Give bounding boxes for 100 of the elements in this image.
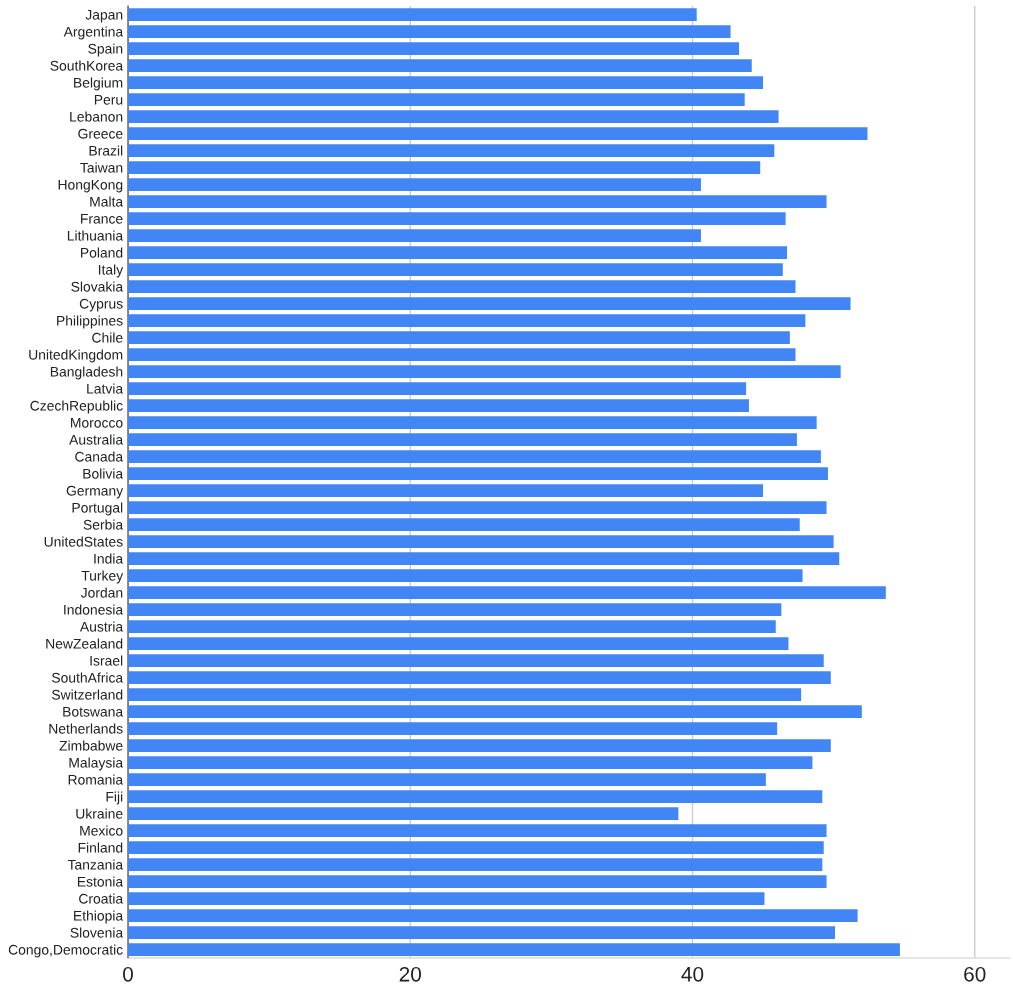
bar: [128, 416, 817, 429]
y-tick-label: Poland: [81, 247, 123, 258]
bar: [128, 93, 745, 106]
y-tick-label: Croatia: [79, 893, 124, 904]
bar: [128, 569, 803, 582]
y-tick-label: Mexico: [80, 825, 123, 836]
bar: [128, 858, 823, 871]
y-tick-label: Latvia: [87, 383, 124, 394]
y-tick-label: Greece: [78, 128, 123, 139]
y-tick-label: Philippines: [57, 315, 123, 329]
y-tick-label: HongKong: [58, 179, 123, 193]
x-tick-label: 40: [681, 966, 704, 982]
y-tick-label: Peru: [94, 94, 123, 105]
y-tick-label: Switzerland: [51, 689, 123, 700]
y-tick-label: Botswana: [63, 706, 124, 717]
y-tick-label: SouthKorea: [50, 60, 124, 71]
bar: [128, 127, 868, 140]
bar: [128, 161, 761, 174]
y-tick-label: UnitedKingdom: [29, 349, 123, 363]
y-tick-label: Slovenia: [70, 927, 124, 938]
x-tick-label: 20: [399, 966, 422, 982]
bar: [128, 535, 834, 548]
y-tick-label: Chile: [92, 332, 123, 343]
y-tick-label: India: [94, 553, 124, 564]
y-tick-label: Bangladesh: [50, 366, 123, 380]
bar: [128, 382, 747, 395]
bar: [128, 229, 701, 242]
bar: [128, 280, 796, 293]
bar: [128, 25, 731, 38]
bar: [128, 909, 858, 922]
bar: [128, 943, 900, 956]
bar: [128, 705, 862, 718]
y-tick-label: Argentina: [63, 26, 124, 40]
bar: [128, 348, 796, 361]
bar: [128, 807, 679, 820]
bar: [128, 331, 790, 344]
bar: [128, 110, 779, 123]
y-tick-label: Ethiopia: [74, 910, 124, 924]
bar: [128, 739, 831, 752]
bar: [128, 8, 697, 21]
bar: [128, 450, 821, 463]
x-tick-label: 0: [123, 966, 133, 982]
bar: [128, 875, 827, 888]
bar: [128, 467, 828, 480]
bar: [128, 586, 886, 599]
bar: [128, 365, 841, 378]
y-tick-label: Bolivia: [83, 468, 124, 479]
y-tick-label: Zimbabwe: [59, 740, 123, 751]
bar: [128, 790, 823, 803]
y-tick-label: Spain: [88, 43, 123, 57]
bar: [128, 518, 800, 531]
y-tick-label: SouthAfrica: [51, 672, 124, 683]
y-tick-label: Germany: [66, 485, 124, 499]
bar: [128, 399, 749, 412]
bar: [128, 841, 824, 854]
bar: [128, 722, 778, 735]
y-tick-label: Turkey: [81, 570, 124, 584]
bar: [128, 144, 775, 157]
bar: [128, 195, 827, 208]
bar: [128, 637, 789, 650]
bar: [128, 824, 827, 837]
y-tick-label: Slovakia: [71, 281, 124, 292]
y-tick-label: Cyprus: [79, 298, 123, 312]
y-tick-label: Ukraine: [76, 808, 123, 819]
bar: [128, 603, 782, 616]
bar: [128, 433, 797, 446]
y-tick-label: Belgium: [74, 77, 123, 91]
bar: [128, 501, 827, 514]
y-tick-label: Canada: [75, 451, 124, 462]
bar: [128, 297, 851, 310]
y-tick-label: Indonesia: [64, 604, 124, 615]
y-tick-label: Austria: [79, 621, 124, 632]
y-tick-label: Morocco: [71, 417, 123, 428]
bar: [128, 926, 836, 939]
bar: [128, 178, 701, 191]
x-tick-label: 60: [964, 966, 986, 982]
bar: [128, 76, 764, 89]
y-tick-label: Portugal: [72, 502, 123, 516]
y-tick-label: Estonia: [77, 876, 124, 887]
y-tick-label: Romania: [68, 774, 124, 785]
y-tick-label: Fiji: [106, 791, 123, 805]
bar: [128, 892, 765, 905]
y-tick-label: UnitedStates: [44, 536, 123, 547]
bar: [128, 484, 764, 497]
bar: [128, 42, 740, 55]
bar: [128, 263, 783, 276]
y-tick-label: Finland: [78, 842, 123, 853]
y-tick-label: Israel: [90, 655, 123, 666]
y-tick-label: Congo,Democratic: [8, 944, 123, 958]
y-tick-label: Japan: [85, 9, 123, 23]
y-tick-label: CzechRepublic: [30, 400, 123, 414]
bar: [128, 654, 824, 667]
y-tick-label: Tanzania: [67, 859, 124, 870]
y-tick-label: Jordan: [80, 587, 123, 598]
y-tick-label: Italy: [98, 264, 124, 278]
bar: [128, 688, 802, 701]
bar: [128, 59, 752, 72]
y-tick-label: NewZealand: [46, 638, 123, 649]
y-tick-label: Malta: [90, 196, 124, 207]
bar: [128, 756, 813, 769]
